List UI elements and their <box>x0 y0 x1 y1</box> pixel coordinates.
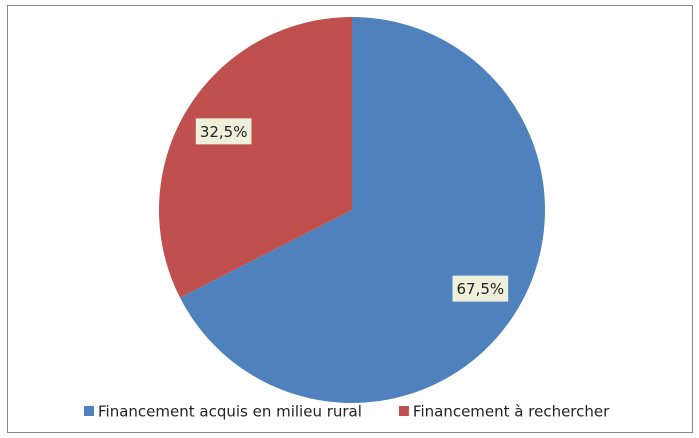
data-label-bg <box>452 275 509 302</box>
pie-slice <box>159 17 352 298</box>
data-label: 67,5% <box>452 275 509 302</box>
legend-label: Financement à rechercher <box>413 403 610 421</box>
legend-swatch <box>398 406 409 416</box>
legend-swatch <box>84 406 94 416</box>
data-label-text: 32,5% <box>200 123 248 141</box>
legend-label: Financement acquis en milieu rural <box>98 403 362 421</box>
data-label-text: 67,5% <box>457 280 505 298</box>
pie-slice <box>180 17 545 403</box>
data-label-bg <box>195 118 252 145</box>
data-label: 32,5% <box>195 118 252 145</box>
